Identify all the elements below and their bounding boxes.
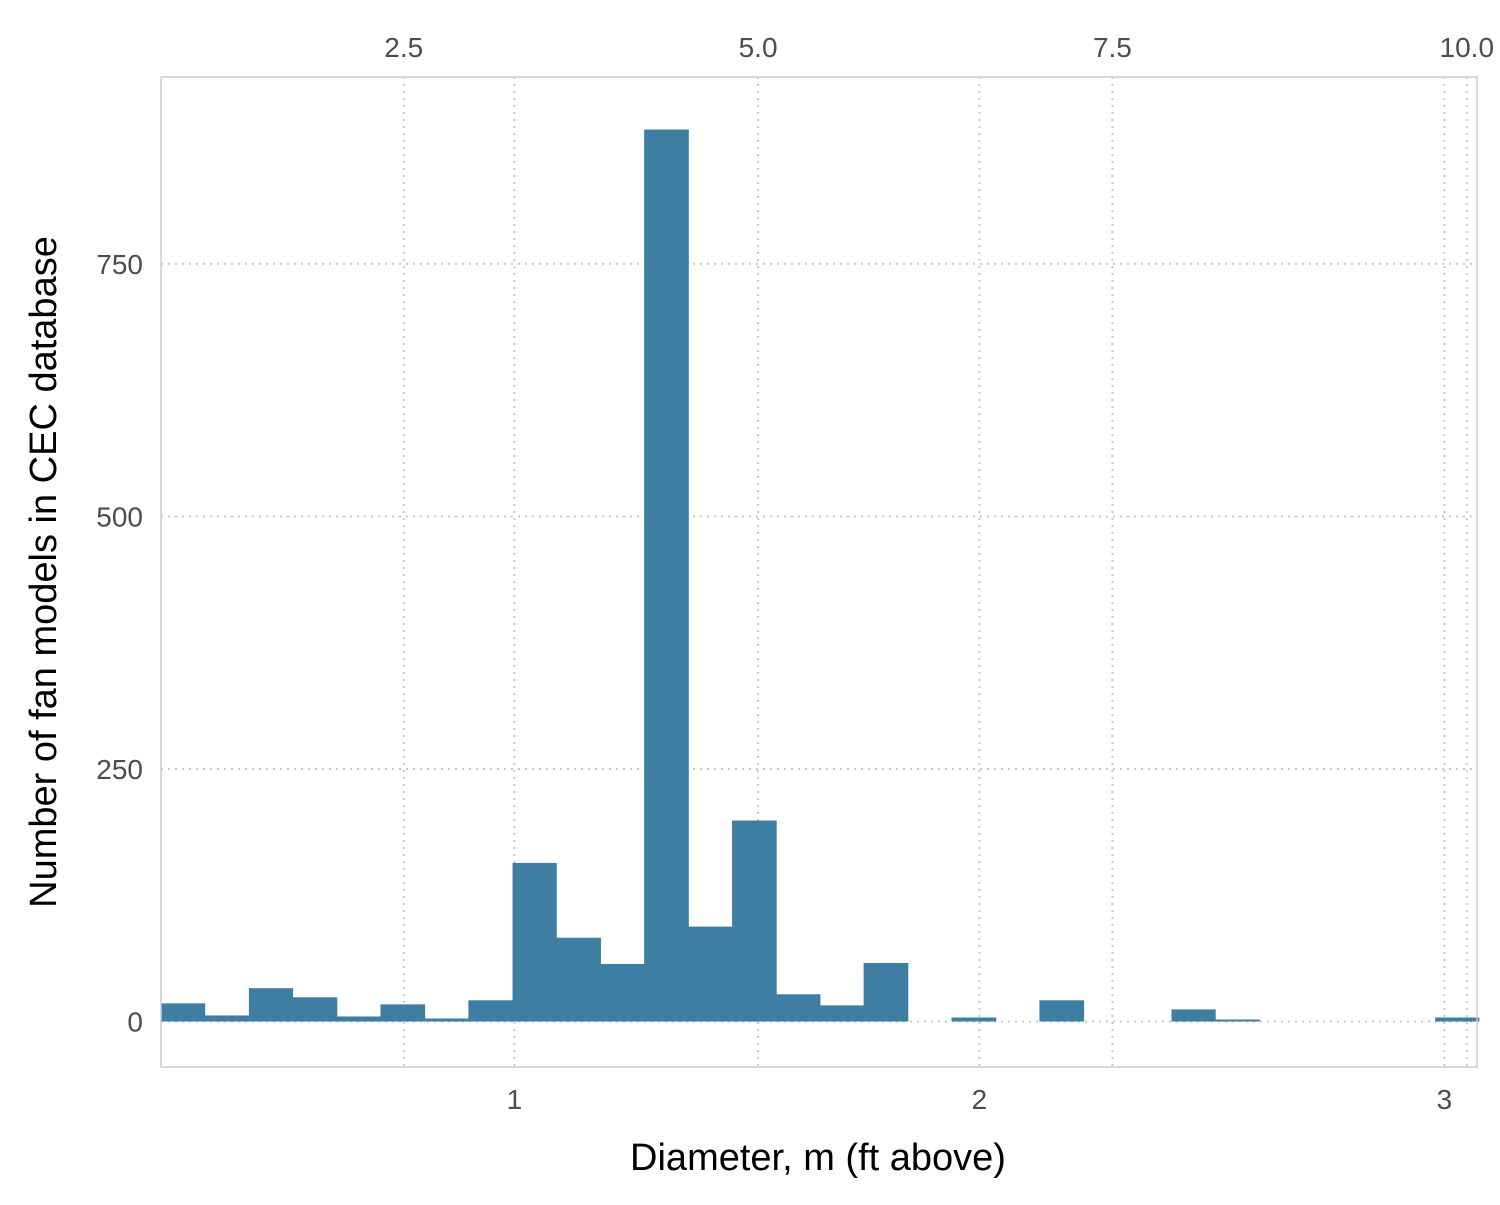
x-top-tick-label: 2.5 bbox=[384, 32, 423, 63]
histogram-bar bbox=[248, 988, 294, 1022]
histogram-bars bbox=[161, 129, 1480, 1022]
histogram-bar bbox=[1215, 1019, 1260, 1022]
histogram-bar bbox=[644, 129, 689, 1022]
grid-lines bbox=[161, 77, 1477, 1067]
histogram-bar bbox=[1435, 1017, 1480, 1022]
y-tick-label: 250 bbox=[96, 754, 143, 785]
histogram-bar bbox=[1039, 1000, 1085, 1022]
histogram-bar bbox=[161, 1003, 206, 1022]
x-top-tick-label: 10.0 bbox=[1440, 32, 1495, 63]
histogram-bar bbox=[336, 1016, 381, 1022]
x-axis-title: Diameter, m (ft above) bbox=[630, 1137, 1006, 1179]
histogram-bar bbox=[951, 1017, 997, 1022]
histogram-bar bbox=[424, 1018, 469, 1022]
axis-ticks: 0 250 500 750 1 2 3 2.5 5.0 7.5 10.0 bbox=[96, 32, 1494, 1115]
y-tick-label: 500 bbox=[96, 501, 143, 532]
y-axis-title: Number of fan models in CEC database bbox=[23, 236, 65, 908]
histogram-bar bbox=[292, 997, 338, 1022]
histogram-bar bbox=[512, 862, 557, 1022]
histogram-bar bbox=[556, 937, 601, 1022]
histogram-bar bbox=[468, 1000, 514, 1022]
x-top-tick-label: 7.5 bbox=[1093, 32, 1132, 63]
histogram-bar bbox=[204, 1015, 250, 1022]
histogram-bar bbox=[688, 926, 733, 1022]
y-tick-label: 0 bbox=[127, 1007, 143, 1038]
x-tick-label: 3 bbox=[1437, 1084, 1453, 1115]
histogram-bar bbox=[732, 820, 777, 1022]
histogram-bar bbox=[863, 962, 909, 1022]
x-tick-label: 1 bbox=[507, 1084, 523, 1115]
plot-panel-border bbox=[160, 76, 1478, 1068]
y-tick-label: 750 bbox=[96, 249, 143, 280]
x-tick-label: 2 bbox=[972, 1084, 988, 1115]
histogram-bar bbox=[819, 1005, 865, 1022]
histogram-bar bbox=[600, 963, 645, 1022]
histogram-bar bbox=[380, 1004, 426, 1022]
histogram-bar bbox=[776, 994, 821, 1022]
x-top-tick-label: 5.0 bbox=[739, 32, 778, 63]
histogram-bar bbox=[1171, 1009, 1216, 1022]
